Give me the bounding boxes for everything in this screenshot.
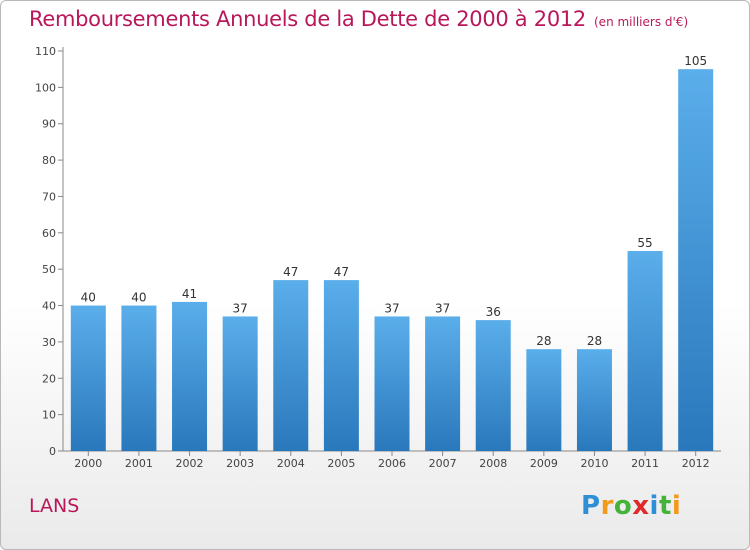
bar [526,349,562,451]
logo-letter: x [632,491,650,521]
bar-value-label: 47 [334,265,349,279]
bar-value-label: 41 [182,287,197,301]
bar [678,69,714,451]
bar-value-label: 28 [587,334,602,348]
x-tick-label: 2008 [479,457,507,470]
bar [273,280,309,451]
x-tick-label: 2003 [226,457,254,470]
x-tick-label: 2006 [378,457,406,470]
y-tick-label: 90 [42,118,56,131]
x-tick-label: 2004 [277,457,305,470]
x-tick-label: 2005 [327,457,355,470]
x-tick-label: 2011 [631,457,659,470]
y-tick-label: 10 [42,409,56,422]
y-tick-label: 30 [42,336,56,349]
x-tick-label: 2012 [682,457,710,470]
bar-value-label: 37 [233,301,248,315]
y-tick-label: 80 [42,154,56,167]
bar-value-label: 37 [435,301,450,315]
logo-letter: P [581,491,601,521]
chart-subtitle: (en milliers d'€) [594,15,689,29]
bar-value-label: 55 [637,236,652,250]
logo-letter: i [649,491,659,521]
y-tick-label: 100 [35,81,56,94]
x-tick-label: 2009 [530,457,558,470]
y-tick-label: 60 [42,227,56,240]
logo-letter: t [658,491,672,521]
logo-letter: r [600,491,614,521]
bar-value-label: 37 [384,301,399,315]
bar [576,349,612,451]
bar [425,316,461,451]
bar [627,251,663,451]
bar [121,305,157,451]
bar [70,305,106,451]
x-tick-label: 2007 [429,457,457,470]
bar-value-label: 36 [486,305,501,319]
bar [374,316,410,451]
logo-letter: o [613,491,633,521]
y-tick-label: 50 [42,263,56,276]
bar [323,280,359,451]
bar-value-label: 28 [536,334,551,348]
y-tick-label: 110 [35,45,56,58]
x-tick-label: 2010 [580,457,608,470]
bar-value-label: 105 [684,54,707,68]
bar [222,316,258,451]
commune-name: LANS [29,495,80,517]
chart-title-text: Remboursements Annuels de la Dette de 20… [29,7,586,31]
bar [172,301,208,451]
y-tick-label: 0 [49,445,56,458]
y-tick-label: 40 [42,300,56,313]
y-tick-label: 20 [42,372,56,385]
bar [475,320,511,451]
x-tick-label: 2002 [176,457,204,470]
x-tick-label: 2001 [125,457,153,470]
bar-value-label: 47 [283,265,298,279]
bar-value-label: 40 [131,291,146,305]
bar-value-label: 40 [81,291,96,305]
y-tick-label: 70 [42,190,56,203]
logo-letter: i [671,491,682,521]
x-tick-label: 2000 [74,457,102,470]
proxiti-logo: Proxiti [581,491,681,521]
chart-title: Remboursements Annuels de la Dette de 20… [29,7,688,31]
